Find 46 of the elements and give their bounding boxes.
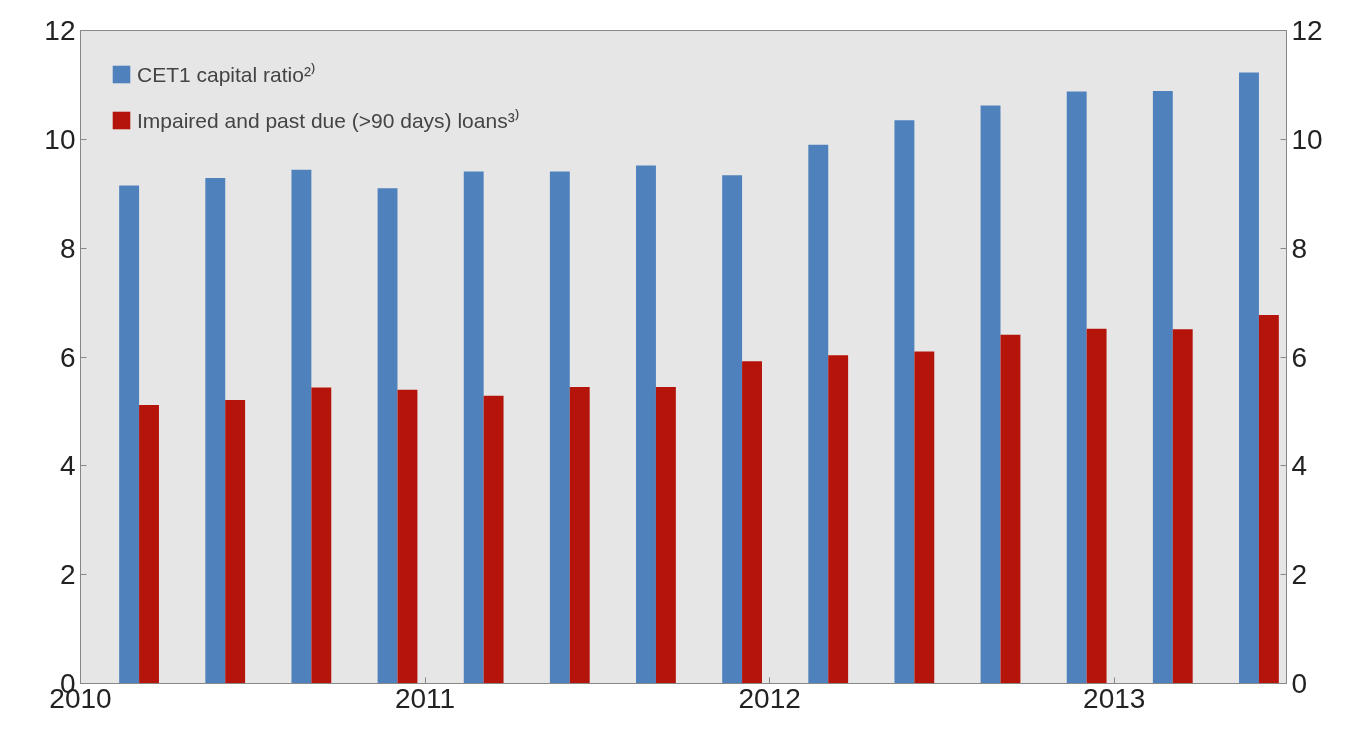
bar [808,144,829,684]
bar [914,351,935,684]
y-tick-label: 6 [59,341,76,373]
x-tick-label: 2013 [1083,682,1146,714]
bar [894,120,915,684]
y-tick-label: 8 [59,232,76,264]
bar [1239,72,1259,684]
x-tick-label: 2011 [394,682,456,714]
bar [722,175,743,684]
y2-tick-label: 8 [1291,232,1308,264]
y-tick-label: 10 [44,123,76,155]
bar [311,387,332,684]
bar [463,171,484,684]
y2-tick-label: 0 [1291,668,1308,699]
y2-tick-label: 2 [1291,559,1308,591]
y2-tick-label: 10 [1291,123,1323,155]
bar [1152,90,1173,684]
bar [397,389,418,684]
bar [1258,315,1279,684]
bar [1086,328,1107,684]
bar [225,399,246,684]
bar [139,404,159,684]
bar [549,171,570,684]
x-tick-label: 2012 [738,682,801,714]
bar [1172,329,1193,684]
bar [483,395,504,684]
y2-tick-label: 12 [1291,15,1323,46]
y-tick-label: 12 [44,15,76,46]
bar [828,355,849,684]
bar [655,386,676,684]
y2-tick-label: 4 [1291,450,1308,482]
y2-tick-label: 6 [1291,341,1308,373]
bar [291,169,312,684]
bar [636,165,656,684]
bar [742,361,762,684]
legend-label: Impaired and past due (>90 days) loans³⁾ [137,108,520,134]
bar [980,105,1001,684]
bar [1000,334,1021,684]
legend-label: CET1 capital ratio²⁾ [137,62,316,88]
bar [119,185,140,684]
bar [377,188,398,684]
y-tick-label: 2 [59,559,76,591]
bar [569,386,590,684]
y-tick-label: 4 [59,450,76,482]
bar [205,177,226,684]
bar [1066,91,1087,684]
